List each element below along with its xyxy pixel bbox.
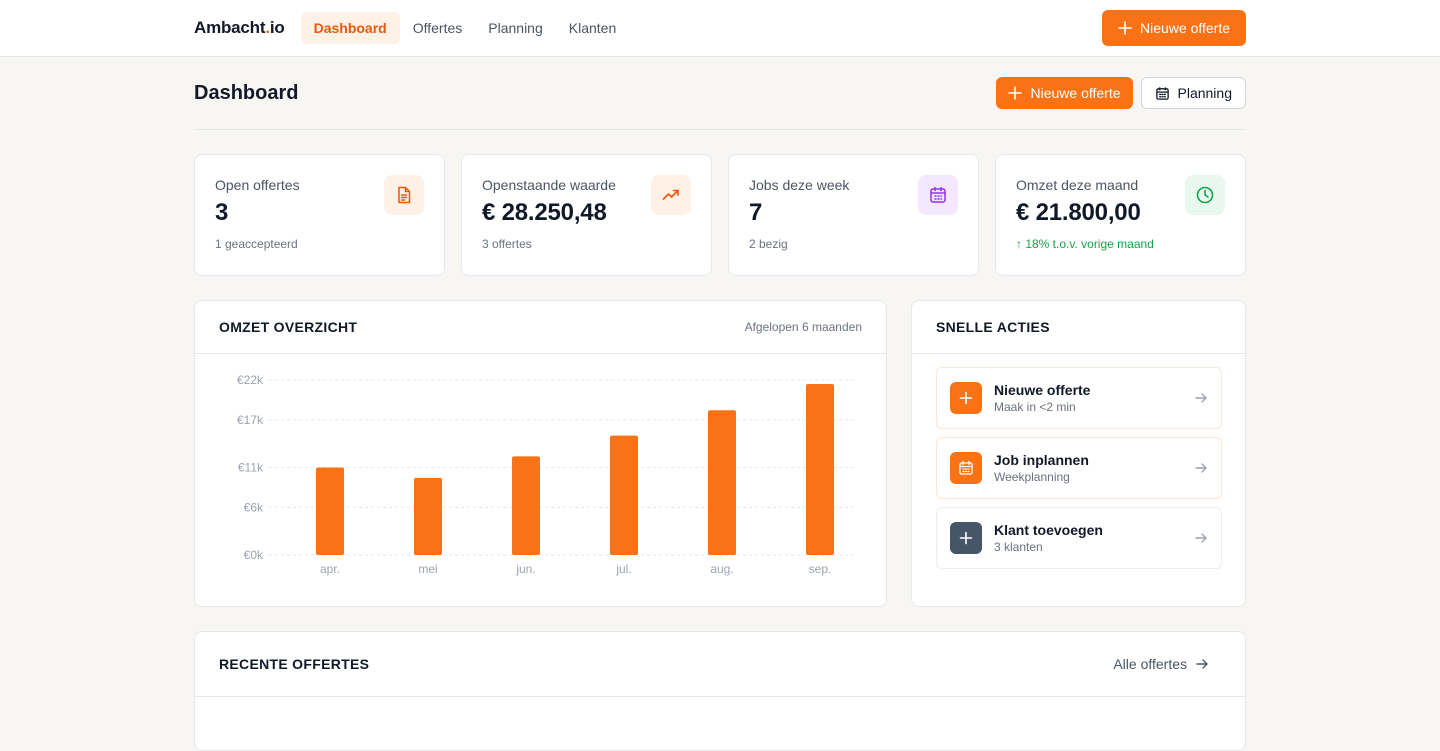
plus-icon (1008, 86, 1023, 100)
panel-header: RECENTE OFFERTES Alle offertes (195, 632, 1245, 697)
stat-card-open-quotes[interactable]: Open offertes 3 1 geaccepteerd (194, 154, 445, 276)
action-title: Klant toevoegen (994, 522, 1103, 538)
header-new-quote-label: Nieuwe offerte (1030, 85, 1121, 101)
chart-period-label: Afgelopen 6 maanden (744, 320, 862, 334)
stats-row: Open offertes 3 1 geaccepteerd Openstaan… (194, 154, 1246, 276)
y-tick-label: €22k (237, 373, 264, 387)
y-tick-label: €6k (244, 500, 264, 514)
stat-value: 3 (215, 199, 229, 226)
nav-item-dashboard[interactable]: Dashboard (300, 12, 400, 44)
chart-bar-aug[interactable] (708, 410, 736, 555)
document-icon (384, 175, 424, 215)
app-logo[interactable]: Ambacht.io (194, 18, 285, 37)
page-title: Dashboard (194, 81, 299, 104)
panel-header: SNELLE ACTIES (912, 301, 1245, 354)
stat-sub-trend: ↑ 18% t.o.v. vorige maand (1016, 237, 1154, 251)
stat-card-revenue-this-month[interactable]: Omzet deze maand € 21.800,00 ↑ 18% t.o.v… (995, 154, 1246, 276)
action-title: Job inplannen (994, 452, 1089, 468)
chart-bar-sep[interactable] (806, 383, 834, 555)
trending-up-icon (651, 175, 691, 215)
plus-icon (1118, 21, 1132, 35)
calendar-icon (1155, 86, 1169, 100)
header-planning-button[interactable]: Planning (1140, 77, 1246, 109)
header-new-quote-button[interactable]: Nieuwe offerte (996, 77, 1133, 109)
stat-sub: 3 offertes (482, 237, 532, 251)
panel-title: SNELLE ACTIES (936, 319, 1050, 335)
topbar-new-quote-button[interactable]: Nieuwe offerte (1101, 10, 1246, 46)
clock-icon (1185, 175, 1225, 215)
page-header: Dashboard Nieuwe offerte Planning (194, 77, 1246, 109)
y-tick-label: €11k (238, 461, 264, 475)
nav-item-klanten[interactable]: Klanten (568, 20, 617, 36)
panel-header: OMZET OVERZICHT Afgelopen 6 maanden (195, 301, 886, 354)
x-tick-label: sep. (809, 562, 832, 576)
chart-bar-apr[interactable] (316, 467, 344, 556)
stat-value: € 28.250,48 (482, 199, 607, 226)
arrow-right-icon (1194, 391, 1208, 405)
quick-action-schedule-job[interactable]: Job inplannen Weekplanning (936, 437, 1222, 499)
quick-action-new-quote[interactable]: Nieuwe offerte Maak in <2 min (936, 367, 1222, 429)
stat-card-outstanding-value[interactable]: Openstaande waarde € 28.250,48 3 offerte… (461, 154, 712, 276)
stat-value: 7 (749, 199, 763, 226)
calendar-icon (918, 175, 958, 215)
all-quotes-link[interactable]: Alle offertes (1113, 656, 1221, 672)
arrow-right-icon (1196, 659, 1208, 669)
revenue-overview-panel: OMZET OVERZICHT Afgelopen 6 maanden €0k €… (194, 300, 887, 607)
stat-label: Jobs deze week (749, 177, 850, 193)
chart-bar-mei[interactable] (414, 477, 442, 555)
action-subtitle: Maak in <2 min (994, 400, 1076, 414)
plus-icon (950, 522, 982, 554)
x-tick-label: apr. (320, 562, 340, 576)
quick-actions-panel: SNELLE ACTIES Nieuwe offerte Maak in <2 … (911, 300, 1246, 607)
x-tick-label: jul. (615, 562, 631, 576)
action-subtitle: 3 klanten (994, 540, 1043, 554)
arrow-right-icon (1194, 461, 1208, 475)
nav-item-offertes[interactable]: Offertes (412, 20, 463, 36)
stat-sub: 1 geaccepteerd (215, 237, 298, 251)
y-tick-label: €17k (237, 413, 264, 427)
revenue-bar-chart: €0k €6k €11k €17k €22k apr. mei jun. jul. aug. sep… (237, 373, 857, 576)
y-tick-label: €0k (244, 548, 264, 562)
stat-value: € 21.800,00 (1016, 199, 1141, 226)
chart-bar-jul[interactable] (610, 435, 638, 555)
header-planning-label: Planning (1177, 85, 1233, 101)
header-divider (194, 129, 1246, 130)
stat-card-jobs-this-week[interactable]: Jobs deze week 7 2 bezig (728, 154, 979, 276)
chart-bar-jun[interactable] (512, 456, 540, 555)
all-quotes-label: Alle offertes (1113, 656, 1187, 672)
nav-item-planning[interactable]: Planning (488, 20, 543, 36)
x-tick-label: aug. (710, 562, 733, 576)
calendar-icon (950, 452, 982, 484)
panel-title: RECENTE OFFERTES (219, 656, 370, 672)
stat-label: Open offertes (215, 177, 300, 193)
topbar-new-quote-label: Nieuwe offerte (1139, 20, 1230, 36)
plus-icon (950, 382, 982, 414)
action-subtitle: Weekplanning (994, 470, 1070, 484)
arrow-right-icon (1194, 531, 1208, 545)
recent-quotes-panel: RECENTE OFFERTES Alle offertes (194, 631, 1246, 751)
stat-sub: 2 bezig (749, 237, 788, 251)
stat-label: Omzet deze maand (1016, 177, 1139, 193)
top-navigation-bar: Ambacht.io Dashboard Offertes Planning K… (0, 0, 1440, 57)
quick-action-add-customer[interactable]: Klant toevoegen 3 klanten (936, 507, 1222, 569)
x-tick-label: mei (418, 562, 437, 576)
stat-label: Openstaande waarde (482, 177, 616, 193)
action-title: Nieuwe offerte (994, 382, 1091, 398)
x-tick-label: jun. (515, 562, 535, 576)
panel-title: OMZET OVERZICHT (219, 319, 358, 335)
